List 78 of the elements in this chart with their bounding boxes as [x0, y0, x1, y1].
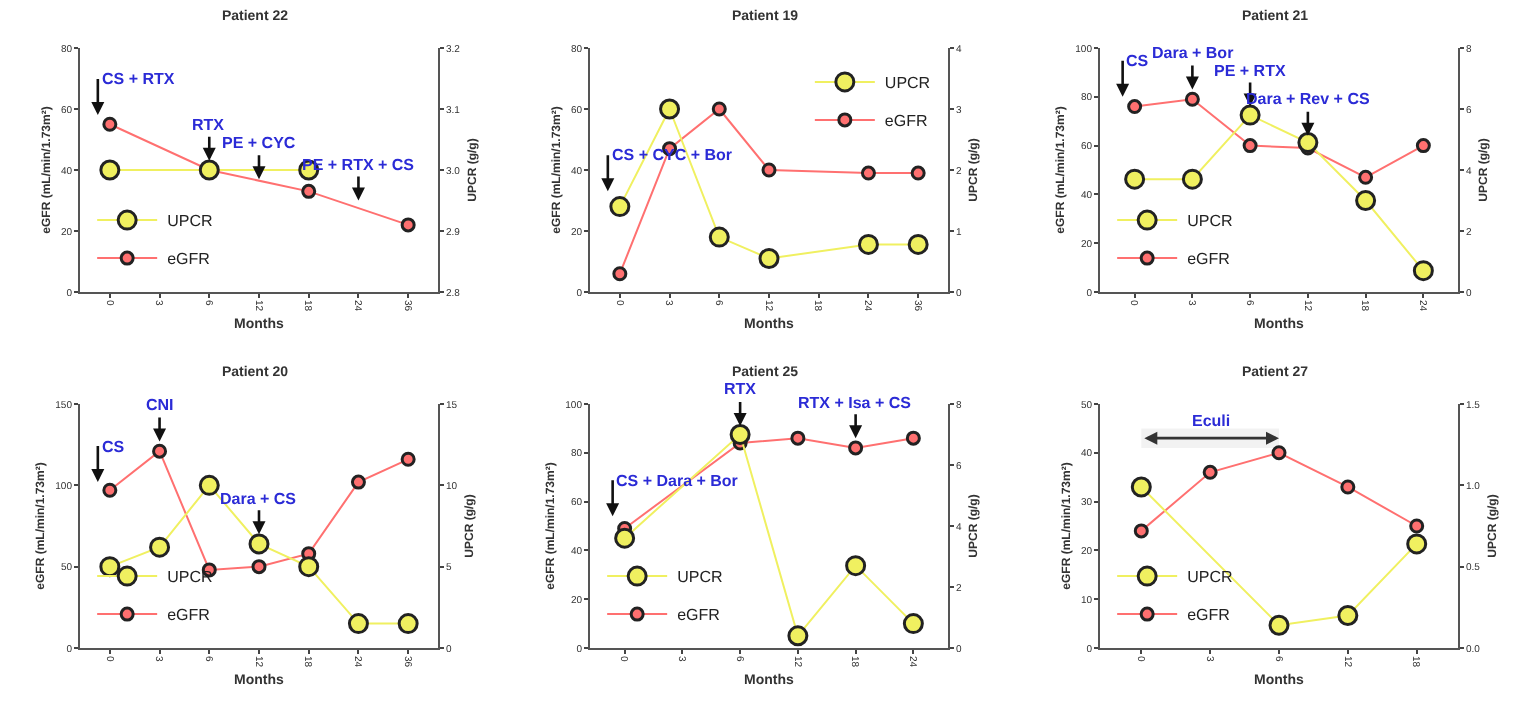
point: [298, 556, 320, 578]
point: [198, 474, 220, 496]
point: [1239, 104, 1261, 126]
point: [1340, 479, 1356, 495]
point: [857, 233, 879, 255]
point: [729, 424, 751, 445]
point: [907, 233, 929, 255]
annotation: RTX: [192, 116, 226, 134]
legend-label: UPCR: [1187, 212, 1233, 231]
legend-label: eGFR: [1187, 606, 1231, 625]
point: [1124, 168, 1146, 190]
annotation: RTX + Isa + CS: [798, 394, 913, 412]
point: [1242, 138, 1258, 154]
point: [149, 536, 171, 558]
point: [659, 98, 681, 120]
point: [902, 613, 924, 635]
legend-label: eGFR: [1187, 250, 1231, 269]
point: [1415, 138, 1431, 154]
point: [400, 217, 416, 233]
point: [1184, 91, 1200, 107]
annotation: CS: [102, 438, 126, 456]
legend-label: eGFR: [677, 606, 721, 625]
legend-label: eGFR: [167, 606, 211, 625]
point: [350, 474, 366, 490]
point: [787, 625, 809, 647]
point: [910, 165, 926, 181]
point: [301, 183, 317, 199]
point: [614, 527, 636, 549]
legend-label: UPCR: [167, 212, 213, 231]
point: [397, 613, 419, 635]
point: [99, 556, 121, 578]
point: [905, 430, 921, 446]
legend-label: eGFR: [167, 250, 211, 269]
point: [711, 101, 727, 117]
point: [1358, 169, 1374, 185]
point: [1181, 168, 1203, 190]
point: [761, 162, 777, 178]
point: [251, 559, 267, 575]
point: [102, 482, 118, 498]
point: [790, 430, 806, 446]
point: [1127, 99, 1143, 115]
annotation: PE + RTX + CS: [302, 156, 416, 174]
point: [848, 440, 864, 456]
point: [609, 196, 631, 218]
point: [1271, 445, 1287, 461]
point: [1406, 533, 1428, 555]
annotation: CNI: [146, 396, 174, 414]
legend-label: UPCR: [1187, 568, 1233, 587]
point: [845, 555, 867, 577]
point: [347, 613, 369, 635]
band-label: Eculi: [1192, 412, 1231, 430]
point: [1355, 190, 1377, 211]
point: [1412, 260, 1434, 282]
legend-label: UPCR: [677, 568, 723, 587]
point: [1297, 132, 1319, 154]
point: [102, 116, 118, 132]
annotation: CS: [1126, 52, 1150, 70]
legend-label: UPCR: [884, 74, 931, 93]
annotation: RTX: [724, 380, 758, 398]
annotation: PE + RTX: [1214, 62, 1287, 80]
point: [152, 443, 168, 459]
point: [860, 165, 876, 181]
annotation: Dara + Bor: [1152, 44, 1234, 62]
annotation: CS + RTX: [102, 70, 176, 88]
point: [758, 247, 780, 269]
annotation: Dara + CS: [220, 490, 298, 508]
point: [1202, 464, 1218, 480]
point: [248, 533, 270, 555]
annotation: PE + CYC: [222, 134, 296, 152]
point: [1268, 614, 1290, 636]
point: [1337, 604, 1359, 626]
point: [1133, 523, 1149, 539]
legend-label: eGFR: [884, 112, 928, 131]
point: [400, 451, 416, 467]
point: [612, 266, 628, 282]
point: [708, 226, 730, 248]
point: [1409, 518, 1425, 534]
point: [1130, 476, 1152, 498]
